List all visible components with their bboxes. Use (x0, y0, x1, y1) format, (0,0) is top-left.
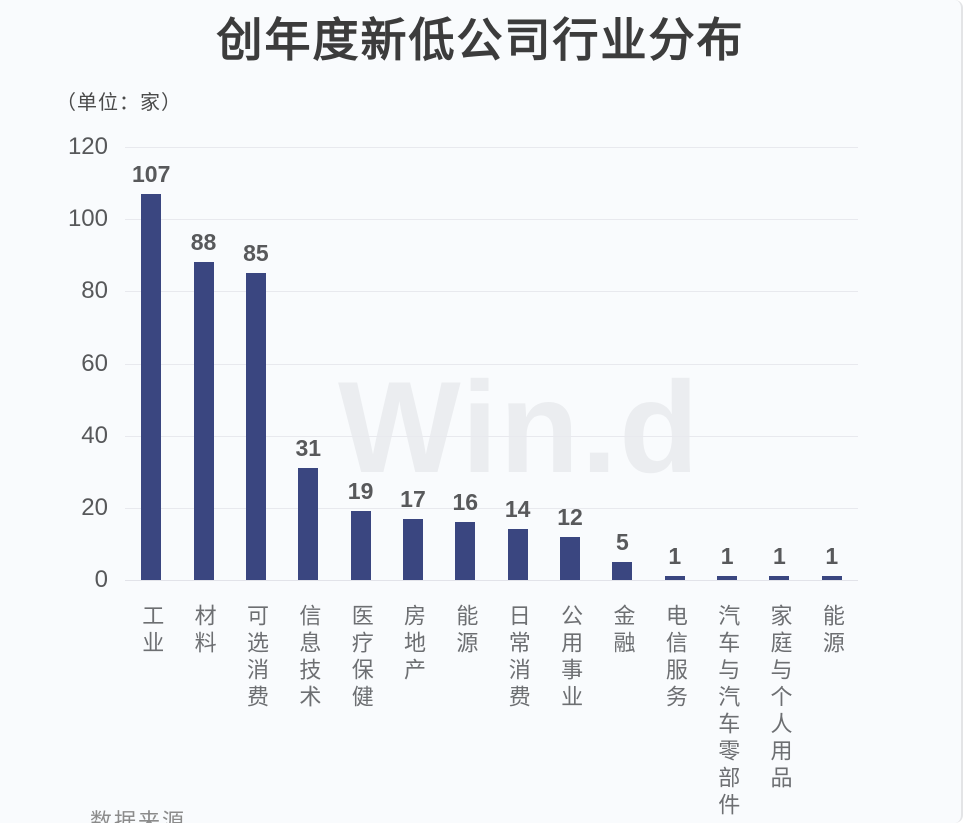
chart-title: 创年度新低公司行业分布 (216, 14, 745, 66)
bar (664, 576, 685, 580)
bar-value-label: 31 (295, 435, 322, 462)
bar-value-label: 17 (400, 485, 426, 512)
bar-value-label: 1 (825, 543, 839, 570)
bar (560, 536, 581, 580)
data-source-label: 数据来源 (90, 809, 187, 823)
plot-area: 107 88 85 31 19 17 16 14 12 5 1 1 1 1 (125, 147, 858, 581)
y-tick-label: 80 (81, 277, 108, 305)
bar-value-label: 1 (668, 543, 682, 570)
y-tick-label: 120 (67, 133, 108, 160)
y-tick-label: 20 (81, 493, 108, 521)
bar (402, 518, 423, 580)
y-tick-label: 100 (67, 205, 108, 233)
bar (507, 529, 528, 580)
bar (717, 576, 738, 580)
x-category-label: 能源 (453, 604, 479, 658)
x-category-label: 汽车与汽车零部件 (715, 604, 741, 820)
y-tick-label: 0 (94, 566, 108, 593)
gridline (125, 147, 858, 148)
x-category-label: 金融 (610, 604, 636, 658)
bar (612, 561, 633, 580)
bar-value-label: 5 (615, 528, 629, 555)
unit-label: （单位：家） (56, 92, 182, 114)
y-tick-label: 60 (81, 349, 108, 377)
x-category-label: 可选消费 (243, 604, 269, 712)
bar-value-label: 85 (243, 240, 269, 267)
bar-value-label: 14 (504, 496, 531, 523)
bar-value-label: 16 (452, 489, 479, 516)
wind-watermark: Win.d (338, 354, 701, 500)
bar (141, 193, 162, 580)
bar-value-label: 19 (347, 478, 374, 505)
bar-value-label: 88 (190, 229, 217, 256)
bar (821, 576, 842, 580)
bar (193, 262, 214, 580)
bar-value-label: 1 (773, 543, 786, 570)
bar (245, 273, 266, 580)
x-category-label: 医疗保健 (348, 604, 374, 712)
bar (350, 511, 371, 580)
gridline (125, 435, 858, 437)
bar (298, 468, 319, 580)
gridline (125, 363, 858, 365)
x-axis-labels: 工业 材料 可选消费 信息技术 医疗保健 房地产 能源 日常消费 公用事业 金融 电信服务 汽车与汽车… (125, 604, 858, 823)
gridline (125, 291, 858, 293)
bar-value-label: 107 (132, 160, 171, 187)
gridline (125, 219, 858, 221)
x-category-label: 电信服务 (662, 604, 688, 712)
gridline (125, 580, 858, 581)
bar-value-label: 12 (557, 503, 583, 530)
x-category-label: 房地产 (401, 604, 427, 685)
bar (769, 576, 790, 580)
bar-value-label: 1 (720, 543, 734, 570)
x-category-label: 能源 (819, 604, 845, 658)
x-category-label: 日常消费 (505, 604, 531, 712)
x-category-label: 工业 (139, 604, 165, 658)
bar (455, 522, 476, 580)
x-category-label: 信息技术 (296, 604, 322, 712)
x-category-label: 家庭与个人用品 (767, 604, 793, 793)
x-category-label: 公用事业 (558, 604, 584, 712)
gridline (125, 507, 858, 509)
x-category-label: 材料 (191, 604, 217, 658)
y-tick-label: 40 (81, 421, 108, 449)
